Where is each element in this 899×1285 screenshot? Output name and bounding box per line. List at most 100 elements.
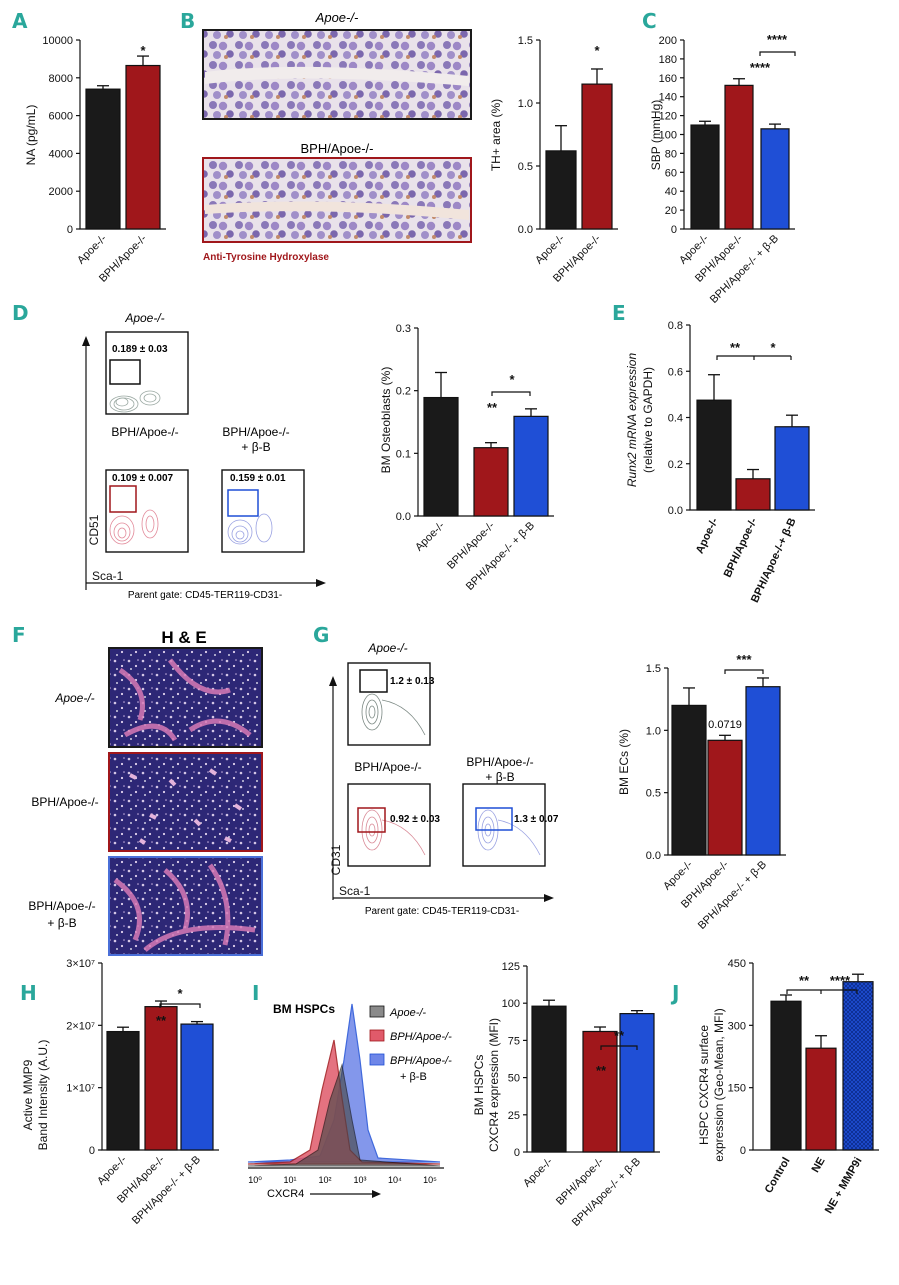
ytick-label-c: 80 <box>665 148 677 160</box>
ylabel-h-2: Band Intensity (A.U.) <box>36 1040 50 1151</box>
bar-a <box>126 66 160 229</box>
bar-d <box>424 398 458 516</box>
ytick-label-j: 0 <box>740 1145 746 1157</box>
panel-letter-b: B <box>180 9 195 33</box>
chart-c: 0 20 40 60 80 100 120 140 160 180 200 Apoe-/-BPH/Ap… <box>659 35 795 306</box>
bar-b <box>582 84 612 229</box>
chart-j: 0150300450Control NENE + MMP9i <box>728 958 879 1216</box>
bar-i <box>620 1014 654 1152</box>
category-label-g: BPH/Apoe-/- + β-B <box>696 859 769 932</box>
ytick-label-i: 125 <box>502 961 520 973</box>
g-flow-br-value: 1.3 ± 0.07 <box>514 814 559 825</box>
bar-h <box>145 1007 177 1150</box>
ytick-label-b: 0.5 <box>518 161 533 173</box>
b-stain-label: Anti-Tyrosine Hydroxylase <box>203 252 329 263</box>
ytick-label-i: 50 <box>508 1073 520 1085</box>
d-y-axis-label: CD51 <box>87 514 101 545</box>
svg-text:10³: 10³ <box>353 1175 366 1185</box>
f-row2-label: BPH/Apoe-/- <box>31 795 98 809</box>
ylabel-c: SBP (mmHg) <box>649 100 663 170</box>
ytick-label-c: 200 <box>659 35 677 47</box>
ytick-label-h: 1×10⁷ <box>66 1083 95 1095</box>
bar-e <box>775 427 809 510</box>
i-legend-swatch-blue <box>370 1054 384 1065</box>
svg-text:10⁰: 10⁰ <box>248 1175 262 1185</box>
f-title: H & E <box>161 628 206 647</box>
d-x-arrow-head <box>316 579 326 587</box>
chart-d: 0.00.10.20.3Apoe-/-BPH/Apoe-/-BPH/Apoe-/… <box>396 323 554 593</box>
ytick-label-a: 0 <box>67 224 73 236</box>
chart-h: 01×10⁷2×10⁷3×10⁷Apoe-/-BPH/Apoe-/-BPH/Ap… <box>66 958 219 1227</box>
ytick-label-i: 75 <box>508 1035 520 1047</box>
panel-letter-e: E <box>612 301 626 325</box>
d-y-arrow-head <box>82 336 90 346</box>
ytick-label-a: 10000 <box>42 35 73 47</box>
i-legend-label-2: BPH/Apoe-/- <box>390 1031 452 1043</box>
sig-c-bar: **** <box>750 60 771 75</box>
i-legend-label-3: BPH/Apoe-/- <box>390 1055 452 1067</box>
f-image-2 <box>109 753 262 851</box>
bar-g <box>708 740 742 855</box>
g-flow-bl-plot <box>348 784 430 866</box>
d-flow-br-title2: + β-B <box>241 440 270 454</box>
ytick-label-g: 1.5 <box>646 663 661 675</box>
ytick-label-d: 0.1 <box>396 448 411 460</box>
g-x-axis-label: Sca-1 <box>339 884 371 898</box>
ytick-label-e: 0.6 <box>668 366 683 378</box>
ytick-label-e: 0.2 <box>668 459 683 471</box>
g-flow-br-title2: + β-B <box>485 770 514 784</box>
category-label-i: BPH/Apoe-/- + β-B <box>570 1156 643 1229</box>
bar-i <box>532 1006 566 1152</box>
d-flow-bl-title: BPH/Apoe-/- <box>111 425 178 439</box>
bar-j <box>771 1001 801 1150</box>
g-y-arrow-head <box>329 676 337 686</box>
i-x-arrow-head <box>372 1190 381 1198</box>
ylabel-j-1: HSPC CXCR4 surface <box>697 1025 711 1145</box>
ytick-label-i: 25 <box>508 1110 520 1122</box>
ytick-label-g: 1.0 <box>646 725 661 737</box>
chart-i: 0255075100125Apoe-/-BPH/Apoe-/-BPH/Apoe-… <box>502 961 660 1229</box>
i-x-axis-label: CXCR4 <box>267 1188 304 1200</box>
sig-c-bracket <box>760 52 795 56</box>
ytick-label-d: 0.3 <box>396 323 411 335</box>
category-label-j: NE + MMP9i <box>823 1156 865 1216</box>
category-label-j: NE <box>810 1156 828 1175</box>
ytick-label-b: 0.0 <box>518 224 533 236</box>
b-image-top-title: Apoe-/- <box>315 10 359 25</box>
bar-b <box>546 151 576 229</box>
sig-e-bracket <box>717 356 791 360</box>
b-image-bottom <box>203 158 471 242</box>
ytick-label-c: 40 <box>665 186 677 198</box>
f-row1-label: Apoe-/- <box>54 691 94 705</box>
figure-canvas: A 0200040006000800010000Apoe-/-BPH/Apoe-… <box>0 0 899 1280</box>
ytick-label-e: 0.4 <box>668 413 683 425</box>
ytick-label-h: 0 <box>89 1145 95 1157</box>
ylabel-h-1: Active MMP9 <box>21 1059 35 1130</box>
bar-h <box>107 1032 139 1150</box>
category-label-h: BPH/Apoe-/- + β-B <box>130 1154 203 1227</box>
bar-e <box>697 400 731 510</box>
i-legend-swatch-red <box>370 1030 384 1041</box>
d-flow-top-title: Apoe-/- <box>124 311 164 325</box>
category-label-c: Apoe-/- <box>677 232 711 266</box>
ytick-label-c: 0 <box>671 224 677 236</box>
ytick-label-e: 0.0 <box>668 505 683 517</box>
g-gate-label: Parent gate: CD45-TER119-CD31- <box>365 906 519 917</box>
ytick-label-c: 180 <box>659 54 677 66</box>
ytick-label-d: 0.0 <box>396 511 411 523</box>
panel-letter-h: H <box>20 981 37 1005</box>
sig-d-bracket <box>492 392 530 396</box>
ytick-label-j: 450 <box>728 958 746 970</box>
g-flow-bl-title: BPH/Apoe-/- <box>354 760 421 774</box>
ylabel-e-2: (relative to GAPDH) <box>641 367 655 473</box>
panel-letter-i: I <box>252 981 259 1005</box>
svg-text:10²: 10² <box>318 1175 331 1185</box>
g-y-axis-label: CD31 <box>329 844 343 875</box>
bar-d <box>474 448 508 516</box>
ylabel-b: TH+ area (%) <box>489 99 503 171</box>
bar-c <box>691 125 719 229</box>
bar-a <box>86 89 120 229</box>
category-label-e: Apoe-/- <box>694 516 721 556</box>
svg-text:10⁴: 10⁴ <box>388 1175 402 1185</box>
bar-g <box>672 705 706 855</box>
